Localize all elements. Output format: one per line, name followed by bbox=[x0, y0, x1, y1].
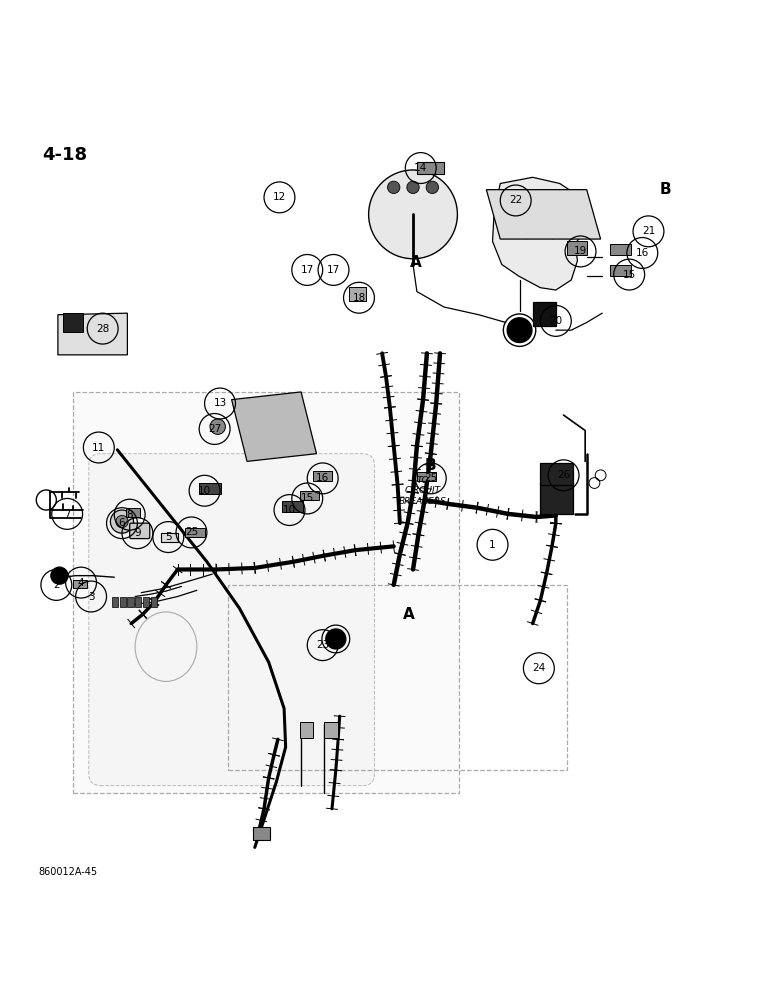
Circle shape bbox=[326, 629, 346, 649]
Bar bbox=[253, 827, 270, 840]
Text: A: A bbox=[409, 255, 422, 270]
FancyBboxPatch shape bbox=[540, 483, 573, 514]
Text: B: B bbox=[425, 458, 437, 473]
Text: A: A bbox=[403, 607, 415, 622]
Bar bbox=[313, 471, 332, 481]
Text: 17: 17 bbox=[327, 265, 340, 275]
Text: 27: 27 bbox=[208, 424, 222, 434]
Text: 8: 8 bbox=[127, 510, 133, 520]
Text: 7: 7 bbox=[64, 509, 70, 519]
Bar bbox=[349, 287, 366, 301]
Text: 20: 20 bbox=[549, 316, 563, 326]
Text: 1: 1 bbox=[489, 540, 496, 550]
Text: 13: 13 bbox=[213, 398, 227, 408]
Text: 11: 11 bbox=[92, 443, 106, 453]
Text: 26: 26 bbox=[557, 470, 571, 480]
Text: 4-18: 4-18 bbox=[42, 146, 87, 164]
Text: 14: 14 bbox=[414, 163, 428, 173]
Circle shape bbox=[407, 181, 419, 194]
Bar bbox=[120, 596, 126, 607]
Circle shape bbox=[51, 567, 68, 584]
Text: 12: 12 bbox=[273, 192, 286, 202]
Text: 21: 21 bbox=[642, 226, 655, 236]
Text: 10: 10 bbox=[283, 505, 296, 515]
Ellipse shape bbox=[369, 170, 457, 259]
Bar bbox=[126, 508, 140, 517]
Polygon shape bbox=[493, 177, 585, 290]
Text: 15: 15 bbox=[622, 270, 636, 280]
Text: B: B bbox=[659, 182, 672, 197]
Text: 19: 19 bbox=[574, 246, 587, 256]
Circle shape bbox=[116, 515, 128, 528]
Bar bbox=[185, 528, 205, 537]
Text: 16: 16 bbox=[316, 473, 330, 483]
Text: 28: 28 bbox=[96, 324, 110, 334]
Text: 22: 22 bbox=[509, 195, 523, 205]
Bar bbox=[300, 722, 313, 738]
FancyBboxPatch shape bbox=[73, 580, 87, 588]
Text: 10: 10 bbox=[198, 486, 212, 496]
Circle shape bbox=[426, 181, 438, 194]
Bar bbox=[161, 533, 178, 542]
Text: 25: 25 bbox=[185, 527, 198, 537]
Bar bbox=[300, 491, 319, 500]
Text: 4: 4 bbox=[78, 578, 84, 588]
Bar bbox=[567, 241, 587, 255]
Polygon shape bbox=[486, 190, 601, 239]
FancyBboxPatch shape bbox=[533, 302, 556, 326]
Bar bbox=[228, 585, 567, 770]
Text: 9: 9 bbox=[134, 528, 141, 538]
FancyBboxPatch shape bbox=[540, 463, 573, 485]
FancyBboxPatch shape bbox=[89, 454, 374, 786]
Text: 16: 16 bbox=[635, 248, 649, 258]
Text: 23: 23 bbox=[316, 640, 330, 650]
FancyBboxPatch shape bbox=[130, 523, 150, 539]
Polygon shape bbox=[232, 392, 317, 461]
Bar bbox=[282, 501, 303, 512]
Bar bbox=[127, 596, 134, 607]
Circle shape bbox=[110, 510, 134, 533]
Circle shape bbox=[388, 181, 400, 194]
Bar bbox=[135, 596, 141, 607]
Text: 15: 15 bbox=[300, 493, 314, 503]
Circle shape bbox=[210, 419, 225, 434]
Bar bbox=[610, 265, 631, 276]
Bar bbox=[417, 472, 436, 481]
Circle shape bbox=[507, 318, 532, 343]
Text: 3: 3 bbox=[88, 591, 94, 601]
Bar bbox=[143, 596, 149, 607]
Text: 5: 5 bbox=[165, 532, 171, 542]
Bar bbox=[417, 162, 444, 174]
Bar bbox=[199, 483, 221, 494]
Text: 18: 18 bbox=[352, 293, 366, 303]
Text: 860012A-45: 860012A-45 bbox=[39, 867, 98, 877]
Bar bbox=[610, 244, 631, 255]
Bar bbox=[324, 722, 338, 738]
Bar bbox=[151, 596, 157, 607]
Text: TO
CIRCUIT
BREAKERS: TO CIRCUIT BREAKERS bbox=[399, 476, 447, 506]
Polygon shape bbox=[58, 313, 127, 355]
Text: 2: 2 bbox=[53, 580, 59, 590]
Text: 6: 6 bbox=[119, 518, 125, 528]
Text: 17: 17 bbox=[300, 265, 314, 275]
Text: 24: 24 bbox=[532, 663, 546, 673]
Text: 25: 25 bbox=[424, 473, 438, 483]
Bar bbox=[63, 313, 83, 332]
FancyBboxPatch shape bbox=[73, 392, 459, 793]
Bar bbox=[112, 596, 118, 607]
